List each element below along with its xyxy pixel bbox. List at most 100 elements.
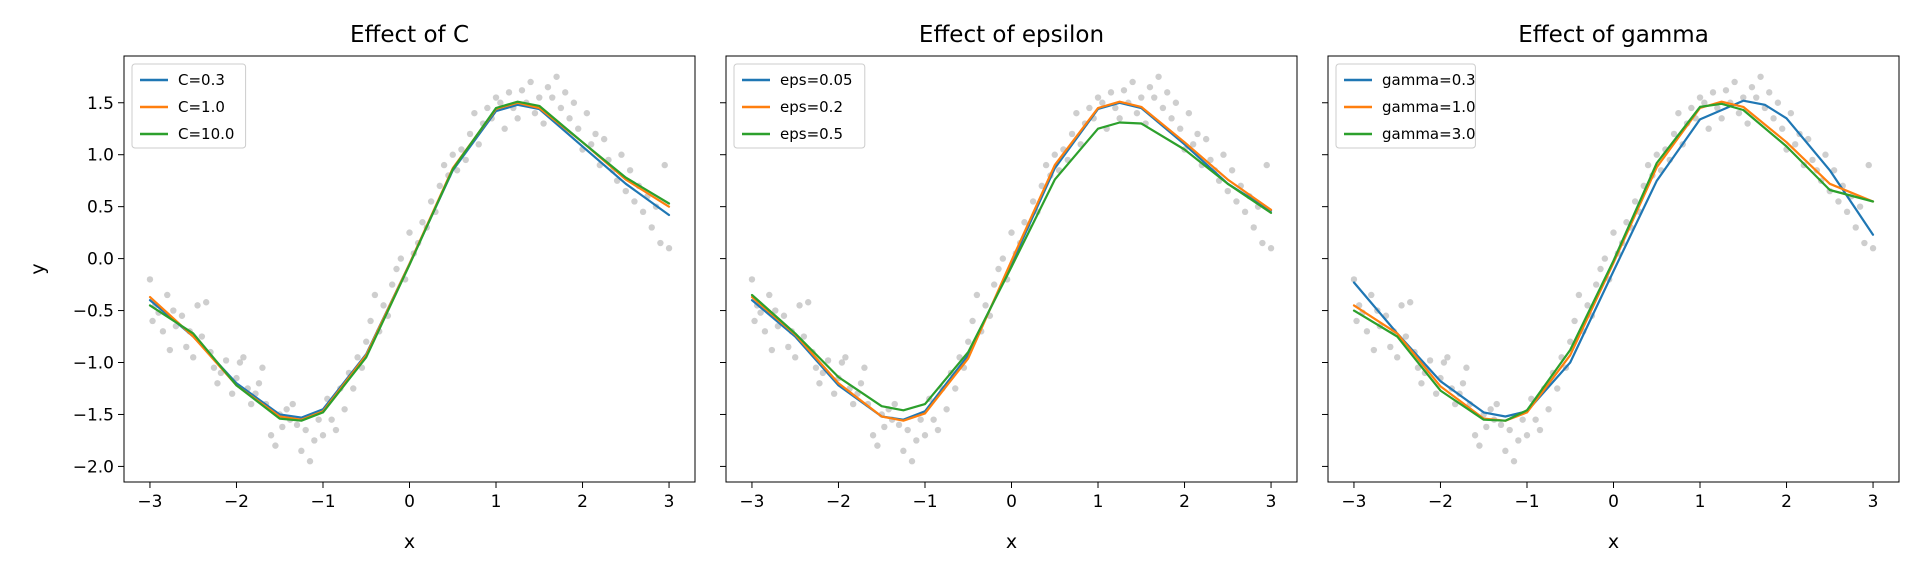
x-tick-label: 1: [491, 492, 502, 512]
data-point: [549, 94, 556, 101]
x-tick-label: −3: [137, 492, 162, 512]
data-point: [900, 447, 907, 455]
series-line: [1352, 99, 1875, 418]
data-point: [484, 104, 491, 112]
x-tick-label: −1: [1514, 492, 1539, 512]
data-point: [440, 161, 448, 169]
data-point: [406, 229, 413, 236]
data-point: [1601, 255, 1609, 262]
data-point: [1207, 156, 1214, 164]
data-point: [1164, 89, 1171, 96]
data-point: [1008, 229, 1015, 236]
data-point: [214, 380, 221, 387]
data-point: [990, 281, 998, 288]
x-axis-label-gamma: x: [1608, 531, 1619, 553]
data-point: [1387, 343, 1394, 351]
data-point: [1510, 458, 1518, 465]
subplot-effect-of-epsilon: Effect of epsilon x −3 −2 −1 0 1 2 3eps=0.05ep…: [720, 22, 1298, 553]
data-point: [1177, 125, 1184, 132]
data-point: [178, 312, 186, 319]
data-point: [397, 255, 405, 262]
data-point: [1506, 426, 1513, 434]
data-point: [544, 83, 552, 91]
data-point: [804, 299, 812, 306]
data-point: [869, 432, 877, 439]
data-point: [1107, 89, 1115, 96]
subplot-title-epsilon: Effect of epsilon: [919, 22, 1104, 48]
data-point: [800, 333, 808, 340]
data-point: [306, 458, 314, 465]
data-point: [1394, 354, 1401, 361]
data-point: [1138, 94, 1145, 101]
data-point: [999, 255, 1007, 262]
data-point: [380, 302, 387, 309]
y-tick-label: −0.5: [73, 302, 114, 322]
data-point: [1722, 87, 1730, 94]
data-point: [1368, 291, 1375, 299]
legend-label: gamma=0.3: [1382, 71, 1476, 89]
x-tick-label: 0: [1006, 492, 1017, 512]
x-tick-label: 3: [1266, 492, 1277, 512]
data-point: [1554, 385, 1561, 392]
data-point: [217, 369, 225, 377]
data-point: [1830, 167, 1838, 174]
data-point: [279, 423, 286, 431]
data-point: [371, 291, 379, 299]
data-point: [1523, 432, 1531, 439]
legend-frame: [131, 63, 247, 149]
data-point: [1515, 437, 1522, 444]
data-point: [748, 276, 756, 283]
data-point: [891, 400, 898, 408]
data-point: [210, 364, 218, 371]
legend-label: C=10.0: [178, 125, 234, 143]
x-tick-label: 1: [1695, 492, 1706, 512]
data-point: [648, 224, 655, 231]
y-tick-label: 1.0: [87, 146, 114, 166]
data-point: [311, 437, 318, 444]
data-point: [1791, 141, 1799, 148]
data-point: [475, 141, 482, 148]
data-point: [236, 359, 244, 366]
data-point: [1532, 416, 1539, 423]
data-point: [1402, 333, 1410, 340]
data-point: [1809, 156, 1816, 164]
data-point: [1567, 338, 1574, 345]
data-point: [164, 291, 171, 299]
data-point: [921, 432, 929, 439]
data-point: [943, 406, 950, 413]
data-point: [1483, 423, 1490, 431]
data-point: [536, 94, 543, 101]
data-point: [934, 426, 942, 434]
data-point: [812, 364, 820, 371]
data-point: [842, 354, 849, 361]
data-point: [1852, 224, 1859, 231]
x-tick-label: 0: [404, 492, 415, 512]
x-tick-label: −3: [739, 492, 764, 512]
data-point: [1653, 151, 1660, 158]
data-point: [562, 89, 569, 96]
data-point: [626, 167, 634, 174]
data-point: [1129, 78, 1136, 86]
data-point: [1701, 99, 1708, 106]
subplot-title-gamma: Effect of gamma: [1518, 22, 1709, 48]
data-point: [618, 151, 625, 158]
data-point: [1487, 406, 1494, 413]
data-point: [1610, 229, 1617, 236]
data-point: [293, 421, 301, 429]
data-point: [1099, 99, 1106, 106]
data-point: [982, 302, 989, 309]
data-point: [1094, 94, 1102, 101]
data-point: [1856, 203, 1864, 210]
data-point: [166, 346, 174, 354]
legend-frame: [733, 63, 866, 149]
data-point: [1718, 115, 1725, 122]
data-point: [1497, 421, 1505, 429]
data-point: [973, 291, 981, 299]
data-point: [952, 385, 959, 392]
data-point: [1398, 302, 1405, 309]
data-point: [1444, 354, 1451, 361]
data-point: [1493, 400, 1500, 408]
data-point: [1406, 299, 1414, 306]
data-point: [1038, 182, 1045, 190]
